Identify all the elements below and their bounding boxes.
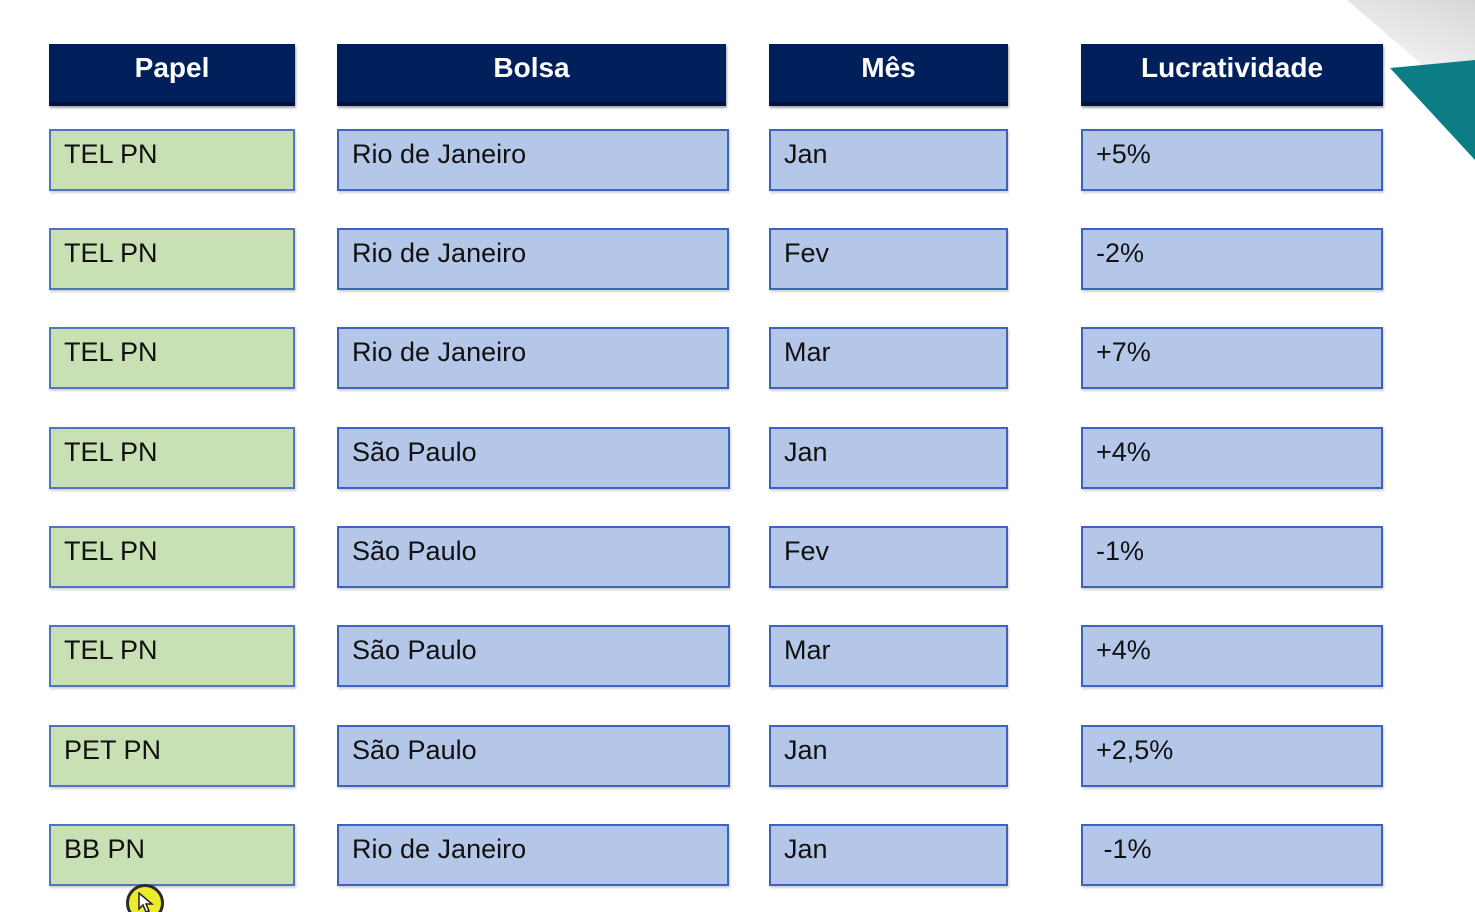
- cell-papel: TEL PN: [49, 228, 295, 290]
- cell-lucratividade: +5%: [1081, 129, 1383, 191]
- cell-bolsa: Rio de Janeiro: [337, 824, 729, 886]
- decorative-teal-triangle: [1390, 60, 1475, 160]
- cell-mes: Fev: [769, 526, 1008, 588]
- cell-papel: TEL PN: [49, 327, 295, 389]
- header-bolsa: Bolsa: [337, 44, 726, 106]
- cell-mes: Jan: [769, 427, 1008, 489]
- cell-papel: TEL PN: [49, 129, 295, 191]
- cell-mes: Mar: [769, 327, 1008, 389]
- cell-papel: TEL PN: [49, 427, 295, 489]
- cell-bolsa: Rio de Janeiro: [337, 129, 729, 191]
- header-mes: Mês: [769, 44, 1008, 106]
- cell-lucratividade: -1%: [1081, 526, 1383, 588]
- header-papel: Papel: [49, 44, 295, 106]
- cell-lucratividade: -1%: [1081, 824, 1383, 886]
- cell-bolsa: São Paulo: [337, 526, 730, 588]
- cell-papel: PET PN: [49, 725, 295, 787]
- cell-lucratividade: +4%: [1081, 427, 1383, 489]
- cell-bolsa: São Paulo: [337, 427, 730, 489]
- cell-mes: Jan: [769, 725, 1008, 787]
- mouse-cursor-highlight-icon: [126, 884, 164, 912]
- cell-lucratividade: +2,5%: [1081, 725, 1383, 787]
- header-lucratividade: Lucratividade: [1081, 44, 1383, 106]
- cell-mes: Fev: [769, 228, 1008, 290]
- cell-bolsa: Rio de Janeiro: [337, 228, 729, 290]
- cell-lucratividade: -2%: [1081, 228, 1383, 290]
- cell-mes: Jan: [769, 129, 1008, 191]
- cell-bolsa: Rio de Janeiro: [337, 327, 729, 389]
- cell-papel: TEL PN: [49, 526, 295, 588]
- cell-bolsa: São Paulo: [337, 625, 730, 687]
- cell-lucratividade: +4%: [1081, 625, 1383, 687]
- cell-papel: BB PN: [49, 824, 295, 886]
- cell-mes: Jan: [769, 824, 1008, 886]
- cell-lucratividade: +7%: [1081, 327, 1383, 389]
- cell-bolsa: São Paulo: [337, 725, 730, 787]
- cell-mes: Mar: [769, 625, 1008, 687]
- cell-papel: TEL PN: [49, 625, 295, 687]
